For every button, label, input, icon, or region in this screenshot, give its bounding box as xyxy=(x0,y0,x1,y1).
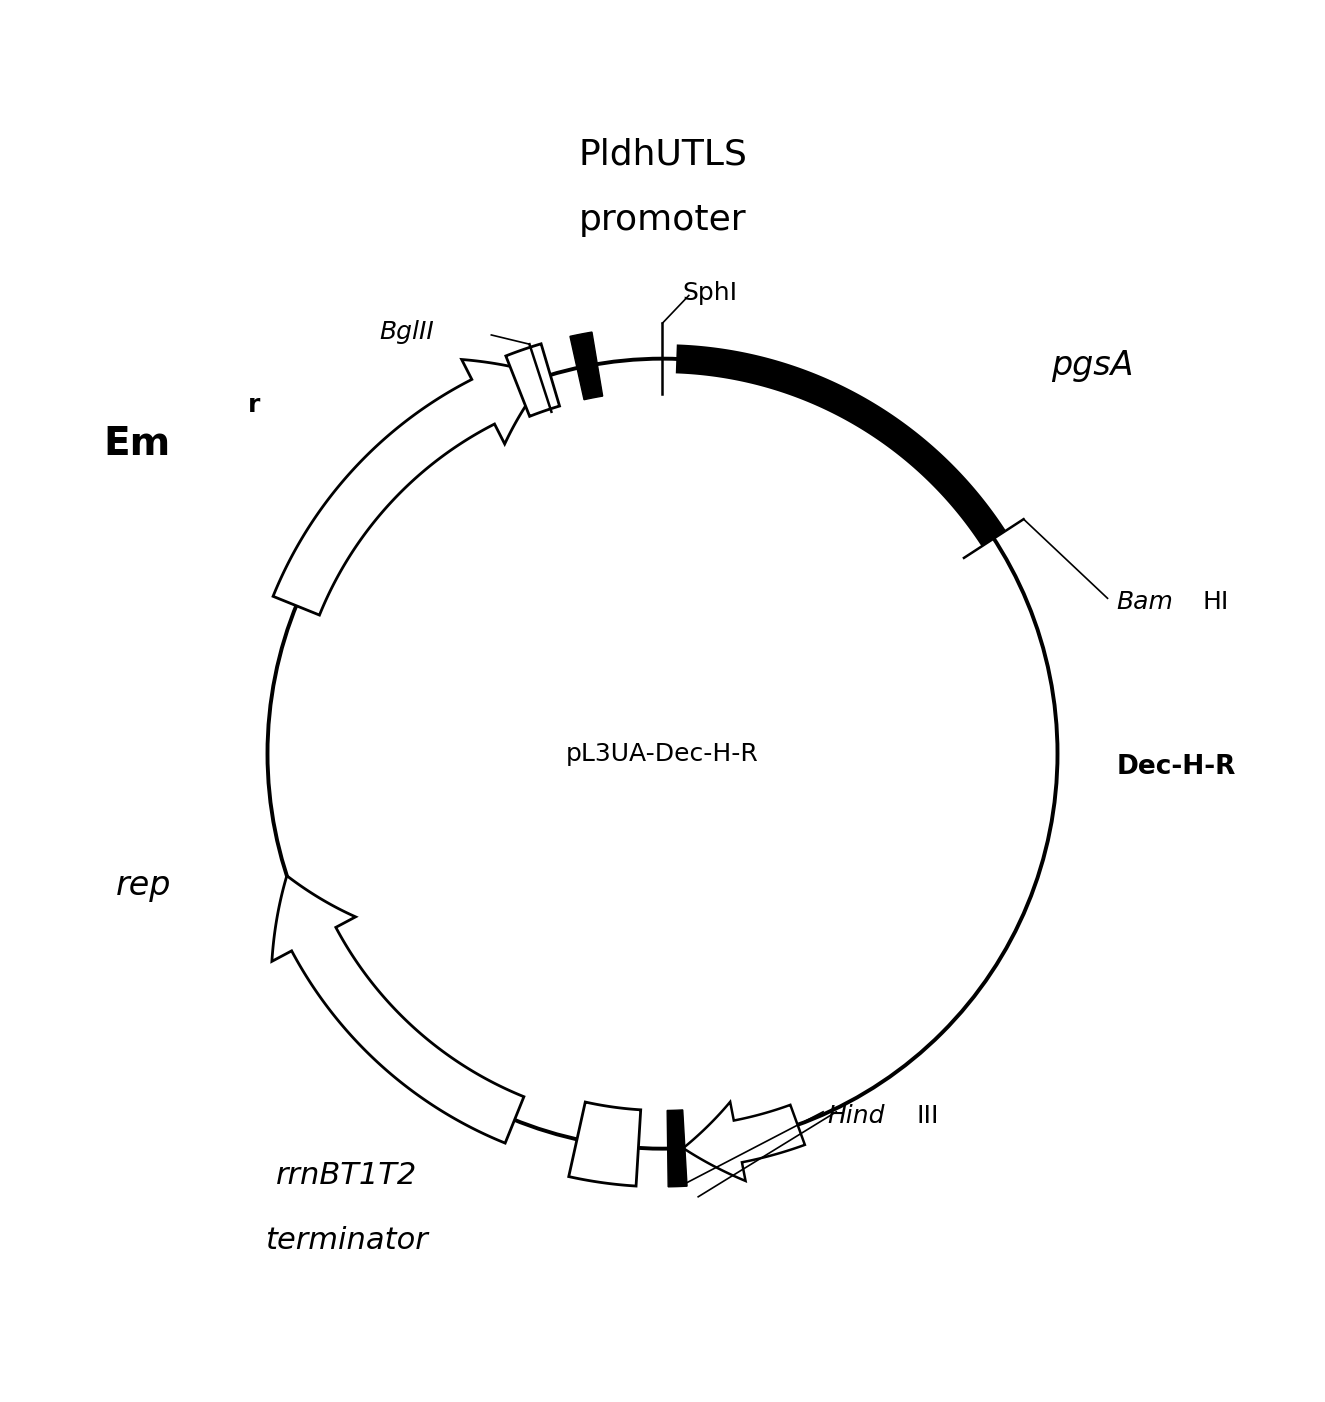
Text: promoter: promoter xyxy=(579,203,746,237)
Polygon shape xyxy=(568,1102,641,1186)
Text: PldhUTLS: PldhUTLS xyxy=(578,137,747,171)
Text: r: r xyxy=(248,393,260,416)
Polygon shape xyxy=(676,345,1006,547)
Text: terminator: terminator xyxy=(265,1227,428,1255)
Text: pgsA: pgsA xyxy=(1051,349,1133,381)
Polygon shape xyxy=(272,876,523,1143)
Text: Dec-H-R: Dec-H-R xyxy=(1117,754,1236,780)
Text: pL3UA-Dec-H-R: pL3UA-Dec-H-R xyxy=(566,742,759,765)
Text: HI: HI xyxy=(1202,590,1228,614)
Text: rrnBT1T2: rrnBT1T2 xyxy=(276,1161,417,1189)
Text: Hind: Hind xyxy=(827,1103,885,1127)
Polygon shape xyxy=(273,359,547,615)
Polygon shape xyxy=(506,343,559,416)
Text: III: III xyxy=(917,1103,939,1127)
Polygon shape xyxy=(570,332,603,400)
Text: Bam: Bam xyxy=(1117,590,1174,614)
Text: rep: rep xyxy=(117,869,171,901)
Polygon shape xyxy=(668,1110,688,1187)
Polygon shape xyxy=(684,1102,804,1180)
Text: BglII: BglII xyxy=(379,320,435,345)
Text: Em: Em xyxy=(103,425,170,463)
Text: SphI: SphI xyxy=(682,280,738,304)
